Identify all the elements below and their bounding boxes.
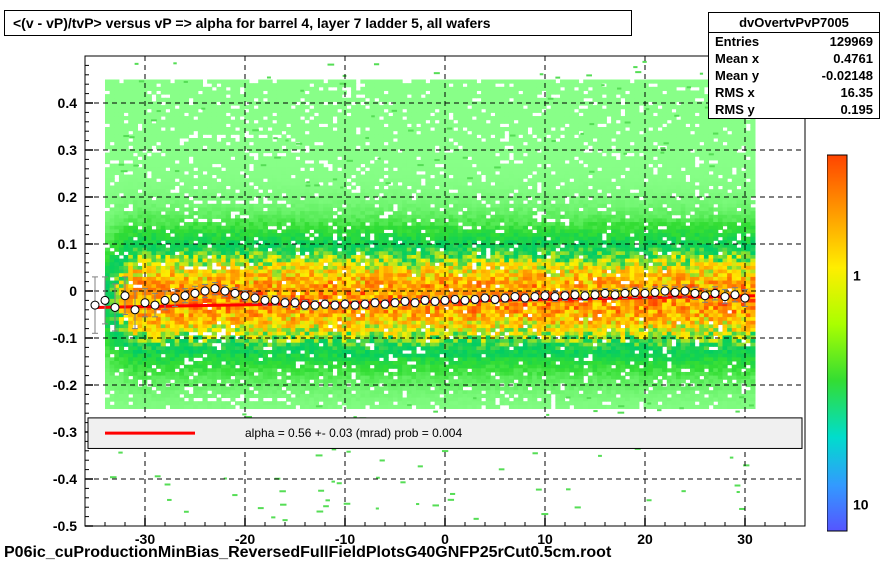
stats-row: Entries 129969 xyxy=(709,33,879,50)
stats-value: 129969 xyxy=(830,34,873,49)
stats-name: dvOvertvPvP7005 xyxy=(709,13,879,33)
plot-area: -30-20-100102030-0.5-0.4-0.3-0.2-0.100.1… xyxy=(25,51,825,561)
stats-value: 0.4761 xyxy=(833,51,873,66)
stats-row: Mean y -0.02148 xyxy=(709,67,879,84)
stats-box: dvOvertvPvP7005 Entries 129969 Mean x 0.476… xyxy=(708,12,880,119)
plot-title-text: <(v - vP)/tvP> versus vP => alpha for ba… xyxy=(13,15,491,31)
file-caption-text: P06ic_cuProductionMinBias_ReversedFullFi… xyxy=(4,544,611,561)
legend-text: alpha = 0.56 +- 0.03 (mrad) prob = 0.004 xyxy=(245,426,462,440)
stats-label: Mean y xyxy=(715,68,759,83)
stats-label: Entries xyxy=(715,34,759,49)
stats-value: -0.02148 xyxy=(822,68,873,83)
stats-value: 16.35 xyxy=(840,85,873,100)
stats-value: 0.195 xyxy=(840,102,873,117)
plot-title: <(v - vP)/tvP> versus vP => alpha for ba… xyxy=(4,10,632,36)
stats-row: RMS y 0.195 xyxy=(709,101,879,118)
stats-label: Mean x xyxy=(715,51,759,66)
colorbar: 1 10 xyxy=(827,150,885,536)
stats-row: RMS x 16.35 xyxy=(709,84,879,101)
colorbar-tick: 1 xyxy=(853,267,861,283)
stats-label: RMS x xyxy=(715,85,755,100)
stats-row: Mean x 0.4761 xyxy=(709,50,879,67)
colorbar-tick: 10 xyxy=(853,497,869,513)
stats-label: RMS y xyxy=(715,102,755,117)
file-caption: P06ic_cuProductionMinBias_ReversedFullFi… xyxy=(4,544,611,562)
